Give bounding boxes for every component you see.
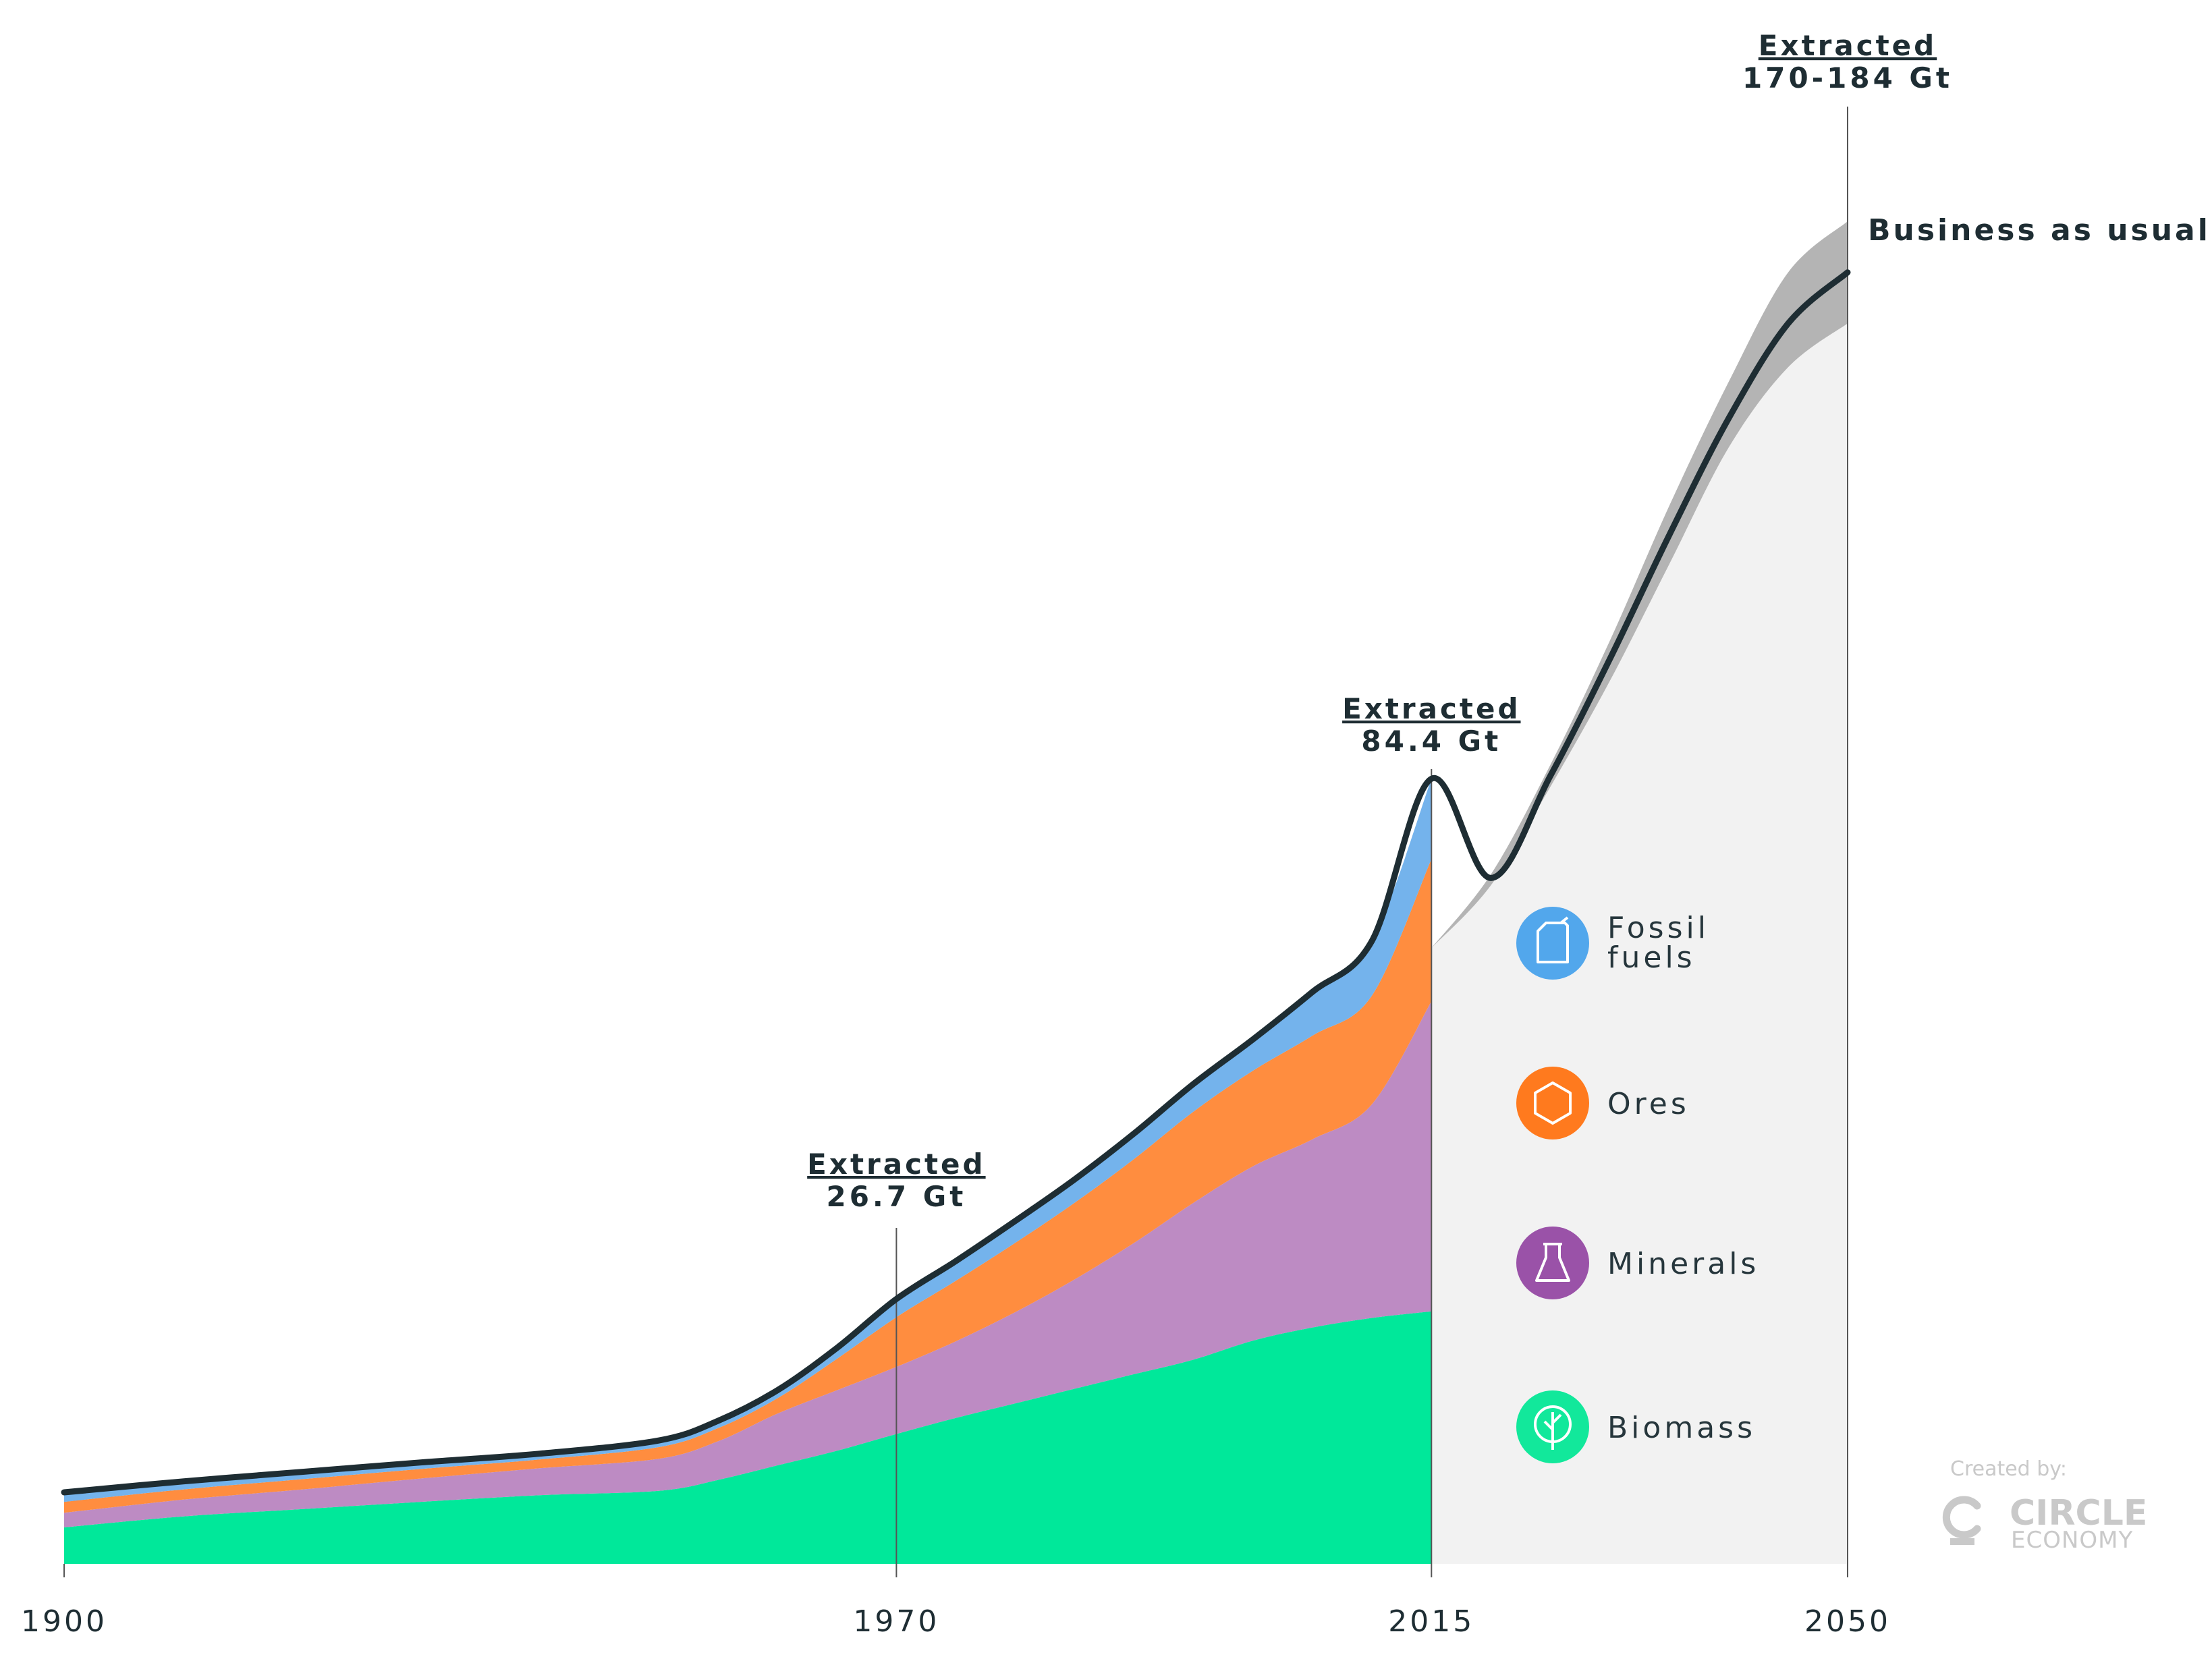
- x-tick-1970: 1970: [853, 1604, 939, 1639]
- fuel-can-body: [1537, 922, 1569, 963]
- annotation-value-2050: 170-184 Gt: [1742, 61, 1953, 94]
- created-by-label: Created by:: [1950, 1457, 2067, 1481]
- legend-item-minerals: Minerals: [1516, 1227, 1759, 1299]
- annotation-value-2015: 84.4 Gt: [1361, 725, 1501, 758]
- annotation-title-2050: Extracted: [1759, 29, 1937, 62]
- guide-lines-layer: [63, 107, 1848, 1577]
- business-as-usual-label: Business as usual: [1868, 213, 2211, 248]
- legend-label: Ores: [1607, 1087, 1690, 1121]
- legend-item-biomass: Biomass: [1516, 1390, 1756, 1463]
- x-axis-ticks-layer: 1900 1970 2015 2050: [21, 1604, 1891, 1639]
- annotation-title-1970: Extracted: [807, 1148, 985, 1181]
- total-outline-layer: [61, 269, 1851, 1496]
- legend-swatch: [1516, 1067, 1589, 1139]
- x-tick-2015: 2015: [1388, 1604, 1474, 1639]
- legend-swatch: [1516, 907, 1589, 980]
- legend-label-line2: fuels: [1607, 940, 1696, 975]
- circle-economy-logo-icon: [1942, 1496, 1981, 1545]
- legend-item-ores: Ores: [1516, 1067, 1690, 1139]
- hexagon-shape: [1534, 1081, 1572, 1125]
- annotation-title-2015: Extracted: [1342, 692, 1520, 725]
- flask-icon: [1535, 1243, 1570, 1282]
- projection-band-layer: [1431, 221, 1848, 949]
- stacked-areas-layer: [64, 779, 1432, 1564]
- fuel-can-spout: [1559, 916, 1569, 924]
- x-tick-2050: 2050: [1804, 1604, 1891, 1639]
- total-extraction-line: [61, 269, 1851, 1496]
- x-tick-1900: 1900: [21, 1604, 107, 1639]
- hexagon-icon: [1534, 1081, 1572, 1125]
- annotation-value-1970: 26.7 Gt: [826, 1180, 966, 1213]
- legend-label: Biomass: [1607, 1411, 1756, 1445]
- legend-label-line1: Fossil: [1607, 911, 1709, 945]
- fuel-can-icon: [1537, 916, 1569, 963]
- leaf-veins: [1543, 1413, 1562, 1431]
- area-ores: [64, 859, 1432, 1513]
- legend-label: Minerals: [1607, 1247, 1759, 1281]
- area-minerals: [64, 1001, 1432, 1527]
- projection-area: [1431, 221, 1848, 1564]
- circle-brand-text: CIRCLE: [2010, 1493, 2147, 1533]
- projection-fill-layer: [1431, 221, 1848, 1564]
- legend-swatch: [1516, 1227, 1589, 1299]
- economy-brand-text: ECONOMY: [2011, 1527, 2133, 1554]
- area-biomass: [64, 1311, 1432, 1564]
- leaf-icon: [1534, 1405, 1572, 1450]
- credit-block: Created by: CIRCLE ECONOMY: [1942, 1457, 2147, 1554]
- projection-uncertainty-band: [1431, 221, 1848, 949]
